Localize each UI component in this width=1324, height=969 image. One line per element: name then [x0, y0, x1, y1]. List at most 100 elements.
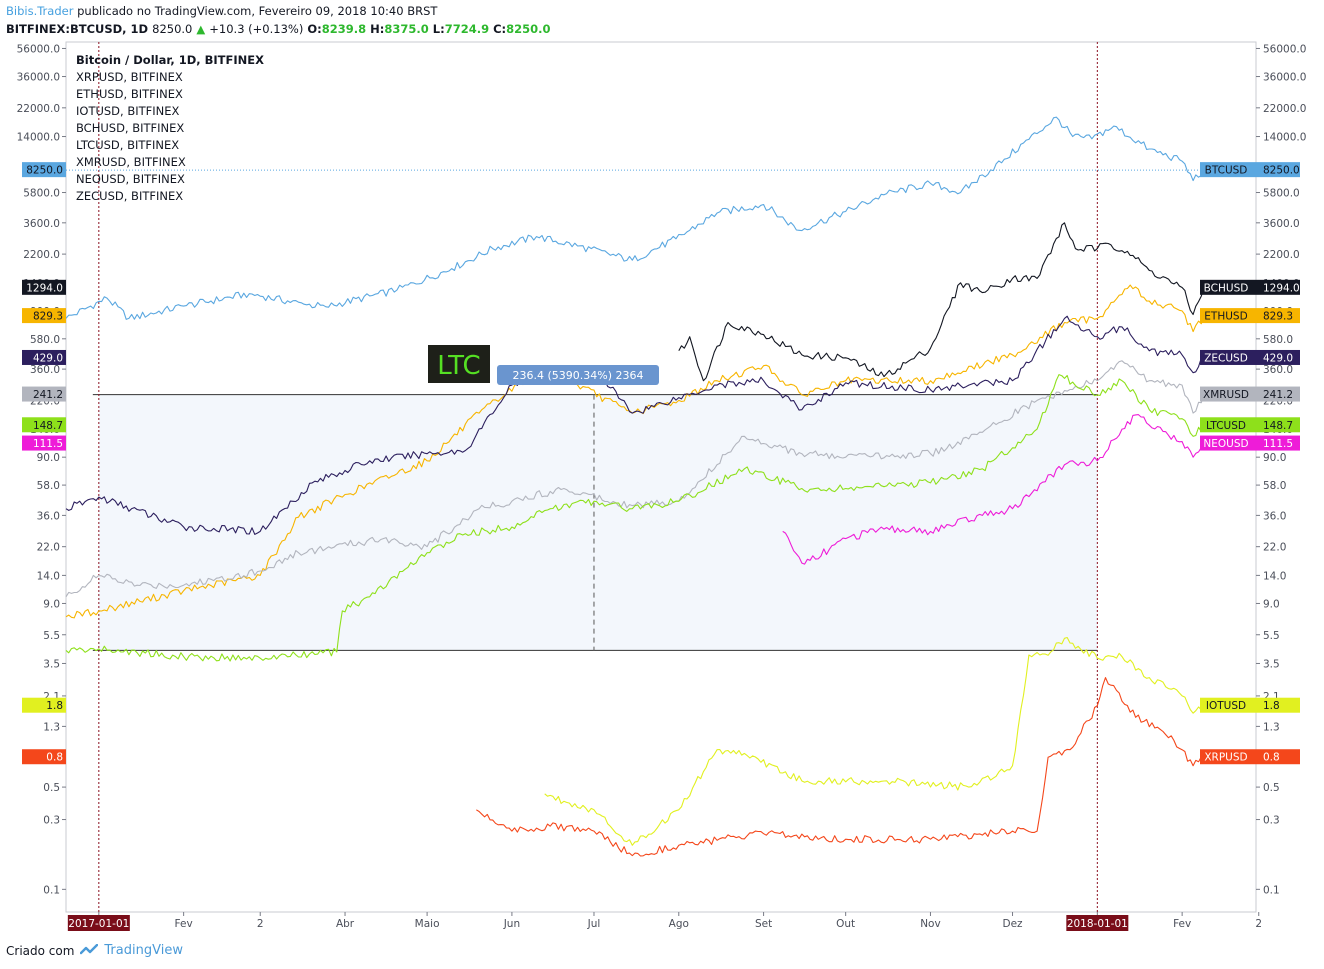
x-tick-label: Abr [336, 918, 355, 930]
y-tick-label-right: 36.0 [1263, 510, 1286, 522]
y-tick-label-right: 0.1 [1263, 884, 1280, 896]
ltc-label-box[interactable] [428, 345, 490, 383]
y-tick-label-right: 58.0 [1263, 480, 1286, 492]
last-price: 8250.0 [152, 22, 193, 36]
y-tick-label-left: 0.5 [43, 782, 60, 794]
right-badge-value: 0.8 [1263, 752, 1280, 764]
series-line-ethusd[interactable] [65, 284, 1205, 619]
left-price-badge-value: 829.3 [33, 311, 63, 323]
y-tick-label-left: 14.0 [37, 570, 60, 582]
measure-box[interactable] [98, 394, 1098, 651]
plot-area-frame[interactable] [65, 41, 1257, 913]
y-tick-label-right: 22.0 [1263, 542, 1286, 554]
right-price-badge [1200, 162, 1300, 178]
right-badge-symbol: IOTUSD [1206, 700, 1246, 712]
x-tick-label: 2 [257, 918, 264, 930]
left-price-badge-value: 241.2 [33, 389, 63, 401]
series-line-bchusd[interactable] [678, 222, 1205, 382]
series-line-xrpusd[interactable] [476, 677, 1205, 857]
publish-info: Bibis.Trader publicado no TradingView.co… [6, 4, 437, 18]
series-line-iotusd[interactable] [544, 636, 1205, 846]
y-tick-label-right: 14.0 [1263, 570, 1286, 582]
x-tick-label: Nov [920, 918, 941, 930]
right-badge-symbol: ZECUSD [1204, 352, 1248, 364]
author-link[interactable]: Bibis.Trader [6, 4, 74, 18]
y-tick-label-left: 36000.0 [17, 72, 60, 84]
right-price-badge [1200, 308, 1300, 324]
x-tick-label: 2 [1255, 918, 1262, 930]
x-tick-label: 2018-01-01 [1067, 918, 1128, 930]
left-price-badge [22, 308, 66, 324]
y-tick-label-left: 90.0 [37, 452, 60, 464]
y-tick-label-right: 5800.0 [1263, 188, 1300, 200]
legend-item[interactable]: BCHUSD, BITFINEX [76, 121, 184, 135]
y-tick-label-left: 9.0 [43, 598, 60, 610]
footer: Criado com TradingView [6, 943, 183, 958]
y-tick-label-right: 3.5 [1263, 658, 1280, 670]
series-line-xmrusd[interactable] [65, 360, 1205, 598]
x-tick-label: Set [755, 918, 772, 930]
left-price-badge [22, 162, 66, 178]
x-tick-label: Ago [669, 918, 689, 930]
y-tick-label-left: 3.5 [43, 658, 60, 670]
right-badge-value: 8250.0 [1263, 165, 1300, 177]
y-tick-label-left: 5800.0 [23, 188, 60, 200]
y-tick-label-left: 14000.0 [17, 132, 60, 144]
right-badge-value: 1.8 [1263, 700, 1280, 712]
legend-item[interactable]: LTCUSD, BITFINEX [76, 138, 179, 152]
right-badge-symbol: NEOUSD [1203, 438, 1248, 450]
y-tick-label-right: 3600.0 [1263, 218, 1300, 230]
y-tick-label-left: 3600.0 [23, 218, 60, 230]
right-badge-symbol: LTCUSD [1206, 420, 1246, 432]
high-label: H: [370, 22, 385, 36]
y-tick-label-right: 2200.0 [1263, 249, 1300, 261]
series-line-zecusd[interactable] [65, 315, 1204, 535]
left-price-badge-value: 429.0 [33, 352, 63, 364]
x-tick-label: Maio [415, 918, 440, 930]
right-badge-value: 1294.0 [1263, 282, 1300, 294]
right-price-badge [1200, 417, 1300, 433]
y-tick-label-left: 580.0 [30, 334, 60, 346]
ltc-label-text: LTC [437, 351, 480, 381]
y-tick-label-left: 0.3 [43, 815, 60, 827]
x-tick-highlight-box [67, 915, 130, 931]
x-tick-label: Dez [1002, 918, 1023, 930]
y-tick-label-right: 0.5 [1263, 782, 1280, 794]
y-tick-label-left: 360.0 [30, 364, 60, 376]
right-price-badge [1200, 435, 1300, 451]
y-tick-label-left: 56000.0 [17, 43, 60, 55]
series-line-btcusd[interactable] [65, 116, 1205, 320]
y-tick-label-right: 90.0 [1263, 452, 1286, 464]
left-price-badge [22, 279, 66, 295]
right-price-badge [1200, 749, 1300, 765]
right-badge-symbol: BCHUSD [1204, 282, 1249, 294]
publish-text: publicado no TradingView.com, Fevereiro … [77, 4, 438, 18]
series-line-neousd[interactable] [782, 414, 1205, 565]
legend-title[interactable]: Bitcoin / Dollar, 1D, BITFINEX [76, 53, 264, 67]
price-chart[interactable]: 56000.0 56000.0 36000.0 36000.0 22000.0 22000… [0, 40, 1324, 935]
y-tick-label-right: 360.0 [1263, 364, 1293, 376]
left-price-badge [22, 435, 66, 451]
legend-item[interactable]: ZECUSD, BITFINEX [76, 189, 183, 203]
tradingview-link[interactable]: TradingView [104, 943, 183, 958]
legend-item[interactable]: IOTUSD, BITFINEX [76, 104, 180, 118]
open-value: 8239.8 [321, 22, 367, 36]
symbol-label: BITFINEX:BTCUSD, 1D [6, 22, 149, 36]
y-tick-label-right: 5.5 [1263, 630, 1280, 642]
series-line-ltcusd[interactable] [65, 374, 1205, 662]
y-tick-label-left: 2200.0 [23, 249, 60, 261]
right-badge-symbol: BTCUSD [1205, 165, 1248, 177]
left-price-badge-value: 1294.0 [26, 282, 63, 294]
legend-item[interactable]: XMRUSD, BITFINEX [76, 155, 186, 169]
x-tick-label: 2017-01-01 [68, 918, 129, 930]
y-tick-label-right: 9.0 [1263, 598, 1280, 610]
low-label: L: [432, 22, 445, 36]
left-price-badge [22, 697, 66, 713]
legend-item[interactable]: ETHUSD, BITFINEX [76, 87, 183, 101]
left-price-badge-value: 8250.0 [26, 165, 63, 177]
up-arrow-icon: ▲ [196, 22, 206, 36]
x-tick-label: Jul [587, 918, 601, 930]
legend-item[interactable]: XRPUSD, BITFINEX [76, 70, 183, 84]
right-badge-value: 148.7 [1263, 420, 1293, 432]
legend-item[interactable]: NEOUSD, BITFINEX [76, 172, 185, 186]
